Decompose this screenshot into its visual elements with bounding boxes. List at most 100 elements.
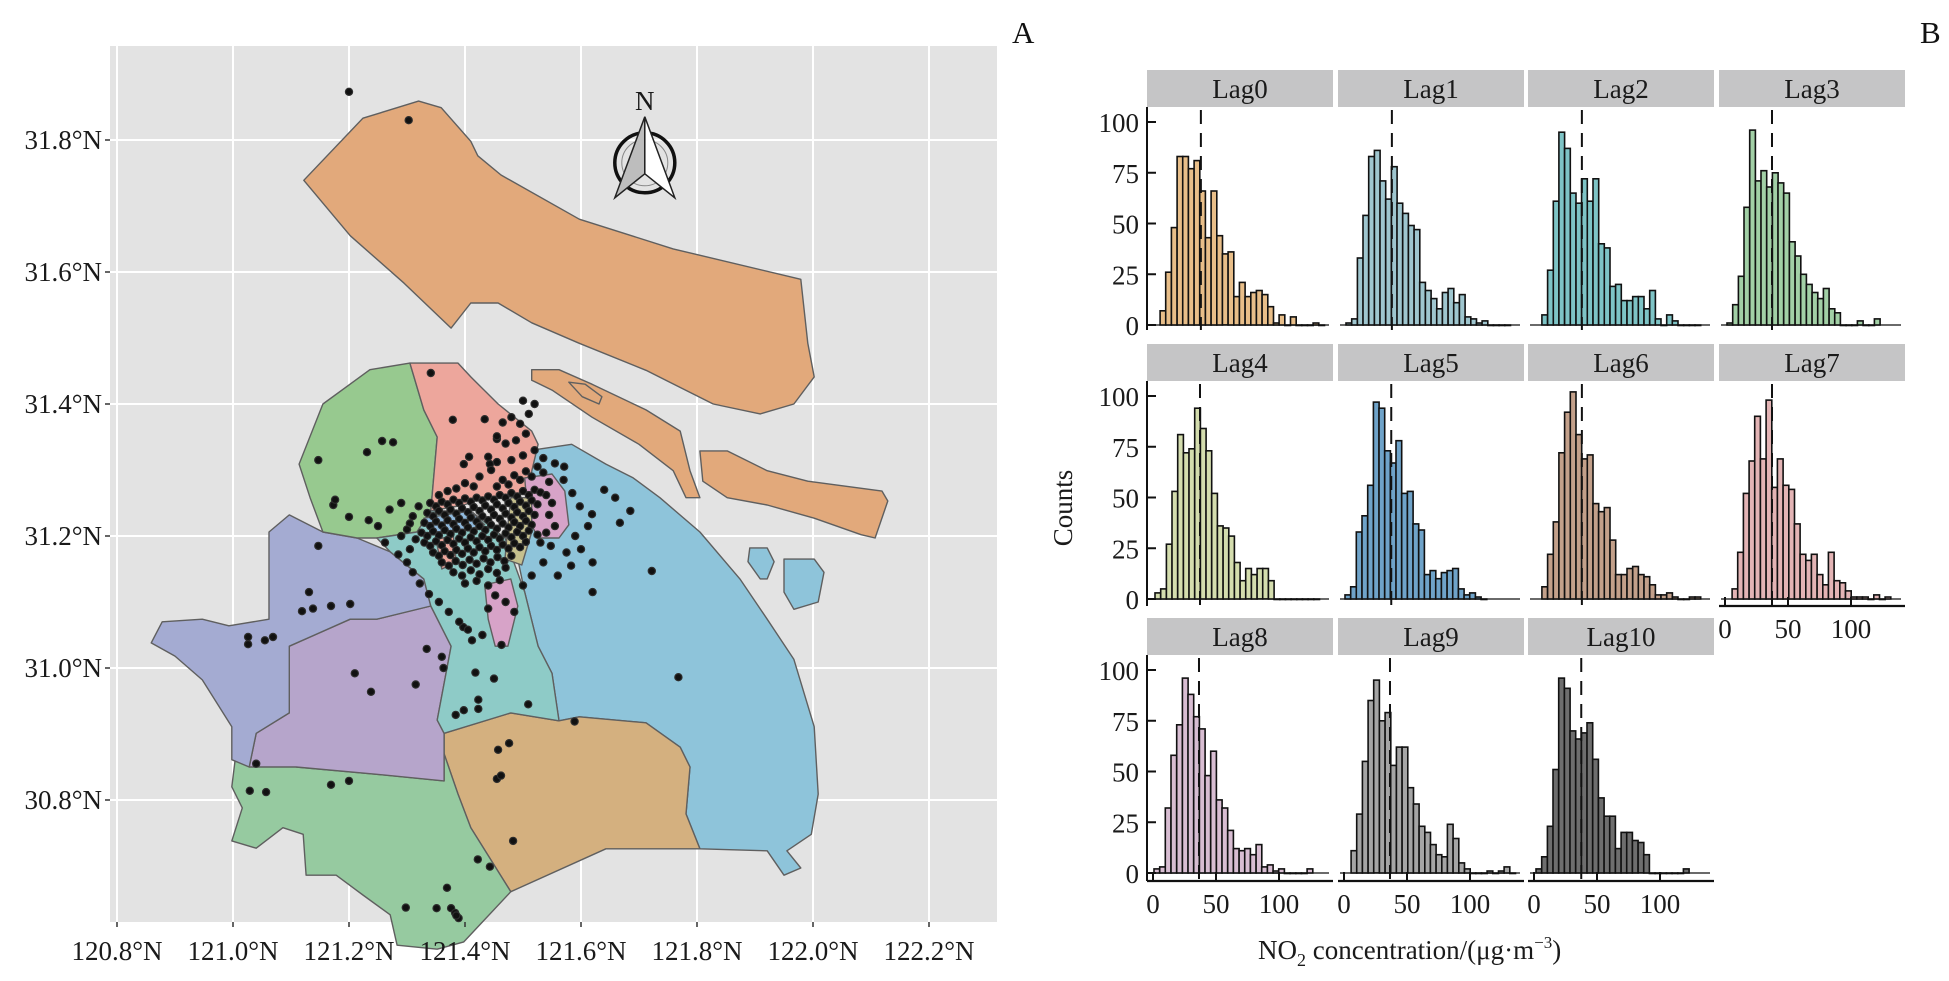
histogram-bar — [1643, 307, 1651, 326]
histogram-bar — [1777, 182, 1785, 326]
x-axis-title-end: ) — [1552, 935, 1561, 965]
station-dot — [530, 399, 539, 409]
histogram-bar — [1626, 567, 1634, 600]
histogram-bar — [1654, 594, 1662, 600]
north-label: N — [635, 86, 655, 116]
station-dot — [510, 471, 519, 480]
station-dot — [481, 547, 490, 556]
histogram-bar — [1648, 872, 1656, 875]
y-tick-label: 50 — [1112, 484, 1139, 514]
station-dot — [536, 538, 545, 547]
station-dot — [533, 530, 542, 539]
station-dot — [437, 558, 446, 567]
histogram-bar — [1475, 322, 1483, 326]
histogram-bar — [1244, 295, 1252, 326]
x-tick-label: 100 — [1640, 889, 1681, 919]
histogram-bar — [1209, 750, 1218, 874]
histogram-bar — [1284, 598, 1292, 601]
histogram-bar — [1546, 269, 1555, 326]
station-dot — [455, 534, 464, 543]
histogram-bar — [1204, 236, 1212, 326]
x-axis-title-middle: concentration/(μg·m — [1306, 935, 1534, 965]
station-dot — [674, 673, 683, 682]
histogram-bar — [1492, 324, 1500, 327]
station-dot — [478, 512, 487, 521]
histogram-bar — [1563, 411, 1572, 600]
facet-strip-label: Lag7 — [1784, 348, 1839, 378]
histogram-bar — [1504, 324, 1512, 327]
histogram-bar — [1563, 147, 1572, 326]
histogram-bar — [1736, 551, 1745, 600]
histogram-bar — [1307, 598, 1315, 601]
histogram-bar — [1451, 567, 1460, 600]
station-dot — [411, 680, 420, 689]
station-dot — [424, 589, 434, 599]
station-dot — [507, 413, 516, 422]
facet-strip-label: Lag6 — [1593, 348, 1648, 378]
histogram-bar — [1839, 324, 1847, 327]
facet-lag4: Lag4 0 25 50 75 100 — [1099, 344, 1333, 615]
histogram-bar — [1569, 391, 1577, 600]
station-dot — [493, 745, 503, 755]
station-dot — [422, 644, 431, 654]
facet-lag2: Lag2 — [1528, 70, 1714, 330]
histogram-bar — [1244, 567, 1253, 600]
histogram-bar — [1873, 318, 1881, 326]
histogram-bar — [1481, 320, 1489, 326]
x-axis-title-superscript: −3 — [1534, 933, 1552, 952]
histogram-bar — [1243, 847, 1252, 874]
histogram-bar — [1396, 202, 1404, 326]
station-dot — [587, 510, 597, 519]
histogram-bar — [1255, 843, 1263, 874]
histogram-bar — [1395, 439, 1403, 600]
station-dot — [467, 636, 477, 645]
station-dot — [401, 903, 410, 912]
station-dot — [314, 455, 323, 465]
histogram-bar — [1839, 581, 1847, 600]
station-dot — [472, 576, 481, 586]
histogram-bar — [1463, 868, 1471, 874]
histogram-bar — [1648, 289, 1657, 326]
histogram-bar — [1181, 155, 1190, 326]
histogram-bar — [1457, 588, 1465, 600]
station-dot — [397, 531, 406, 541]
station-dot — [546, 541, 556, 551]
histogram-bar — [1312, 322, 1320, 326]
facet-strip — [1147, 70, 1333, 107]
histogram-bar — [1586, 721, 1594, 874]
station-dot — [459, 459, 468, 469]
histogram-bar — [1743, 206, 1751, 326]
station-dot — [583, 521, 593, 531]
station-dot — [481, 501, 490, 510]
district-pudong-islet-1 — [747, 547, 775, 580]
north-arrow-icon: N — [613, 86, 677, 201]
histogram-bar — [1552, 768, 1560, 874]
station-dot — [485, 862, 495, 871]
histogram-bar — [1822, 287, 1830, 326]
station-dot — [446, 505, 455, 514]
histogram-bar — [1586, 200, 1594, 326]
station-dot — [504, 739, 514, 748]
facet-strip-label: Lag9 — [1403, 622, 1458, 652]
station-dot — [489, 530, 499, 539]
histogram-bar — [1267, 305, 1275, 326]
histogram-bar — [1677, 598, 1685, 601]
district-pudong-islet-2 — [783, 558, 825, 610]
histogram-bar — [1671, 872, 1679, 875]
station-dot — [394, 550, 403, 559]
station-dot — [544, 477, 554, 487]
facet-strip-label: Lag10 — [1587, 622, 1656, 652]
histogram-bar — [1486, 870, 1494, 874]
station-dot — [451, 710, 460, 720]
histogram-bar — [1345, 322, 1353, 326]
station-dot — [492, 545, 502, 555]
station-dot — [377, 436, 387, 446]
x-tick-label: 122.2°N — [883, 936, 974, 966]
station-dot — [466, 566, 475, 575]
station-dot — [469, 482, 478, 491]
station-dot — [434, 597, 444, 607]
histogram-bar — [1452, 837, 1460, 874]
histogram-bar — [1597, 510, 1606, 600]
station-dot — [533, 500, 542, 509]
x-tick-label: 100 — [1450, 889, 1491, 919]
